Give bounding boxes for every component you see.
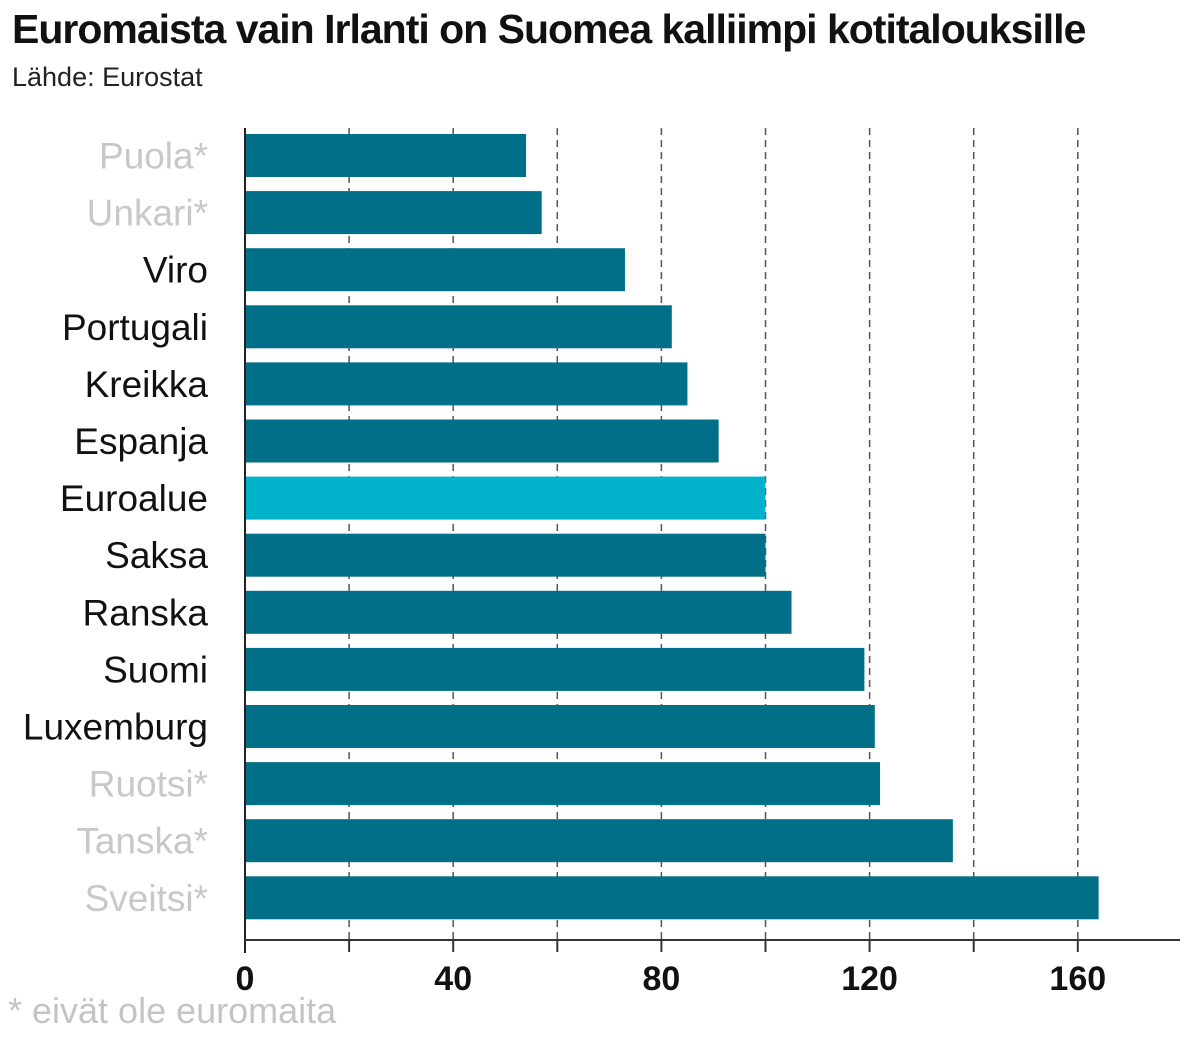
- category-label: Viro: [143, 250, 208, 291]
- x-tick-label: 80: [642, 960, 680, 998]
- category-label: Sveitsi*: [85, 878, 208, 919]
- bar: [245, 305, 672, 349]
- bar: [245, 476, 766, 520]
- bar: [245, 419, 719, 463]
- category-label: Kreikka: [85, 364, 209, 405]
- bar: [245, 705, 875, 748]
- category-label: Euroalue: [60, 478, 208, 519]
- x-tick-label: 120: [841, 960, 898, 998]
- bar: [245, 590, 792, 634]
- chart-title: Euromaista vain Irlanti on Suomea kallii…: [12, 6, 1086, 52]
- bar: [245, 819, 953, 863]
- category-labels: Puola* Unkari* Viro Portugali Kreikka Espanja…: [23, 136, 209, 919]
- category-label: Tanska*: [76, 821, 208, 862]
- category-label: Unkari*: [87, 193, 208, 234]
- x-tick-label: 160: [1049, 960, 1106, 998]
- bars: [245, 134, 1099, 920]
- category-label: Portugali: [62, 307, 208, 348]
- x-tick-label: 40: [434, 960, 472, 998]
- x-tick-label: 0: [236, 960, 255, 998]
- footnote: * eivät ole euromaita: [8, 990, 337, 1031]
- x-axis: 0 40 80 120 160: [236, 128, 1180, 998]
- category-label: Suomi: [103, 649, 208, 690]
- bar: [245, 762, 881, 806]
- bar: [245, 647, 865, 691]
- bar: [245, 876, 1099, 920]
- category-label: Ruotsi*: [89, 764, 208, 805]
- category-label: Luxemburg: [23, 707, 208, 748]
- bar: [245, 533, 766, 577]
- bar: [245, 248, 625, 292]
- category-label: Puola*: [99, 136, 208, 177]
- category-label: Saksa: [105, 535, 208, 576]
- bar: [245, 362, 688, 406]
- category-label: Espanja: [74, 421, 208, 462]
- chart-source: Lähde: Eurostat: [12, 62, 203, 92]
- bar: [245, 191, 542, 235]
- bar: [245, 134, 527, 177]
- category-label: Ranska: [83, 592, 209, 633]
